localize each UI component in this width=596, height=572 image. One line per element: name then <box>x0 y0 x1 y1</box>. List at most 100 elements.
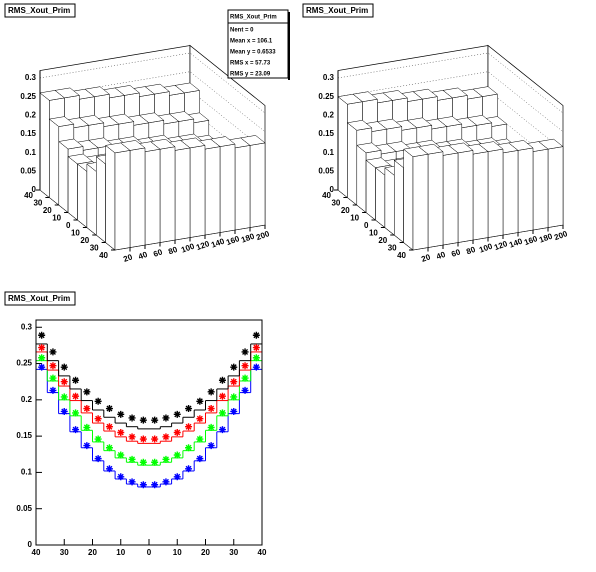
bar-top <box>403 146 429 157</box>
star-marker <box>105 423 113 431</box>
bar-left <box>403 148 414 251</box>
x-tick-label: 30 <box>60 548 69 557</box>
bar-front <box>144 148 161 246</box>
bar-left <box>105 144 116 251</box>
bar-left <box>49 118 60 206</box>
star-marker <box>162 478 170 486</box>
star-marker <box>173 451 181 459</box>
star-marker <box>173 410 181 418</box>
y-tick-label: 0.3 <box>21 322 33 331</box>
y-tick-label: 0.1 <box>21 468 33 477</box>
stats-entry: RMS x = 57.73 <box>230 61 271 67</box>
z-tick-label: 0 <box>32 185 37 194</box>
y-tick-label: 0 <box>66 221 71 230</box>
title-box <box>4 291 76 306</box>
z-tick-label: 0.15 <box>318 129 334 138</box>
bar-front <box>472 151 489 241</box>
z-tick-label: 0.25 <box>318 92 334 101</box>
star-marker <box>230 407 238 415</box>
bar-front <box>442 152 459 246</box>
star-marker <box>83 388 91 396</box>
star-marker <box>252 354 260 362</box>
bar-top <box>346 120 373 131</box>
y-tick-label: 0.05 <box>16 504 32 513</box>
bar-front <box>427 151 444 248</box>
star-marker <box>207 388 215 396</box>
bar-left <box>67 155 78 221</box>
star-marker <box>72 426 80 434</box>
star-marker <box>230 393 238 401</box>
grid-line <box>39 71 266 132</box>
bar-top <box>105 142 131 154</box>
lego-bar <box>105 142 131 251</box>
star-marker <box>185 444 193 452</box>
star-marker <box>185 405 193 413</box>
title: RMS_Xout_Prim <box>8 6 70 15</box>
grid-line <box>39 52 266 114</box>
stats-shadow <box>288 12 290 80</box>
bar-left <box>394 159 404 244</box>
title: RMS_Xout_Prim <box>8 294 70 303</box>
x-tick-label: 40 <box>435 250 447 262</box>
grid-line <box>39 90 266 151</box>
z-tick-label: 0.1 <box>323 148 335 157</box>
bar-front <box>517 147 534 233</box>
bar-front <box>219 143 236 233</box>
star-marker <box>139 458 147 466</box>
star-marker <box>139 481 147 489</box>
star-marker <box>128 433 136 441</box>
star-marker <box>252 363 260 371</box>
y-tick-label: 0.25 <box>16 359 32 368</box>
bar-front <box>234 145 251 231</box>
bar-top <box>39 90 65 101</box>
star-marker <box>49 386 57 394</box>
x-tick-label: 120 <box>195 239 211 252</box>
star-marker <box>218 376 226 384</box>
title: RMS_Xout_Prim <box>306 6 368 15</box>
star-marker <box>83 405 91 413</box>
stats-box <box>227 9 289 79</box>
grid-line <box>337 90 564 151</box>
lego-bar <box>403 146 429 251</box>
star-marker <box>252 331 260 339</box>
y-tick-label: 40 <box>397 251 406 260</box>
star-marker <box>105 405 113 413</box>
star-marker <box>185 423 193 431</box>
x-tick-label: 60 <box>152 247 164 259</box>
x-tick-label: 10 <box>116 548 125 557</box>
star-marker <box>252 344 260 352</box>
title-box <box>4 3 76 18</box>
x-tick-label: 100 <box>180 241 196 254</box>
star-marker <box>72 392 80 400</box>
z-tick-label: 0.25 <box>20 92 36 101</box>
z-tick-label: 0.2 <box>25 110 37 119</box>
star-marker <box>49 374 57 382</box>
z-tick-label: 0.1 <box>25 148 37 157</box>
z-tick-label: 0.05 <box>318 166 334 175</box>
star-marker <box>60 363 68 371</box>
y-tick-label: 20 <box>43 206 52 215</box>
star-marker <box>49 362 57 370</box>
y-tick-label: 30 <box>90 244 99 253</box>
y-tick-label: 10 <box>71 229 80 238</box>
star-marker <box>105 465 113 473</box>
star-marker <box>117 429 125 436</box>
y-tick-label: 40 <box>24 191 33 200</box>
bar-front <box>174 147 191 241</box>
y-tick-label: 0.15 <box>16 431 32 440</box>
stats-entry: Mean x = 106.1 <box>230 39 273 45</box>
star-marker <box>72 409 80 417</box>
y-tick-label: 10 <box>369 229 378 238</box>
bar-left <box>58 140 69 214</box>
star-marker <box>94 397 102 405</box>
bar-front <box>412 153 429 251</box>
x-tick-label: 140 <box>210 236 226 249</box>
stats-entry: Nent = 0 <box>230 28 254 34</box>
stats-entry: Mean y = 0.6533 <box>230 50 276 56</box>
bar-front <box>487 148 504 238</box>
bar-top <box>48 116 75 127</box>
star-marker <box>117 451 125 459</box>
x-tick-label: 200 <box>553 229 569 242</box>
bar-front <box>159 146 176 243</box>
